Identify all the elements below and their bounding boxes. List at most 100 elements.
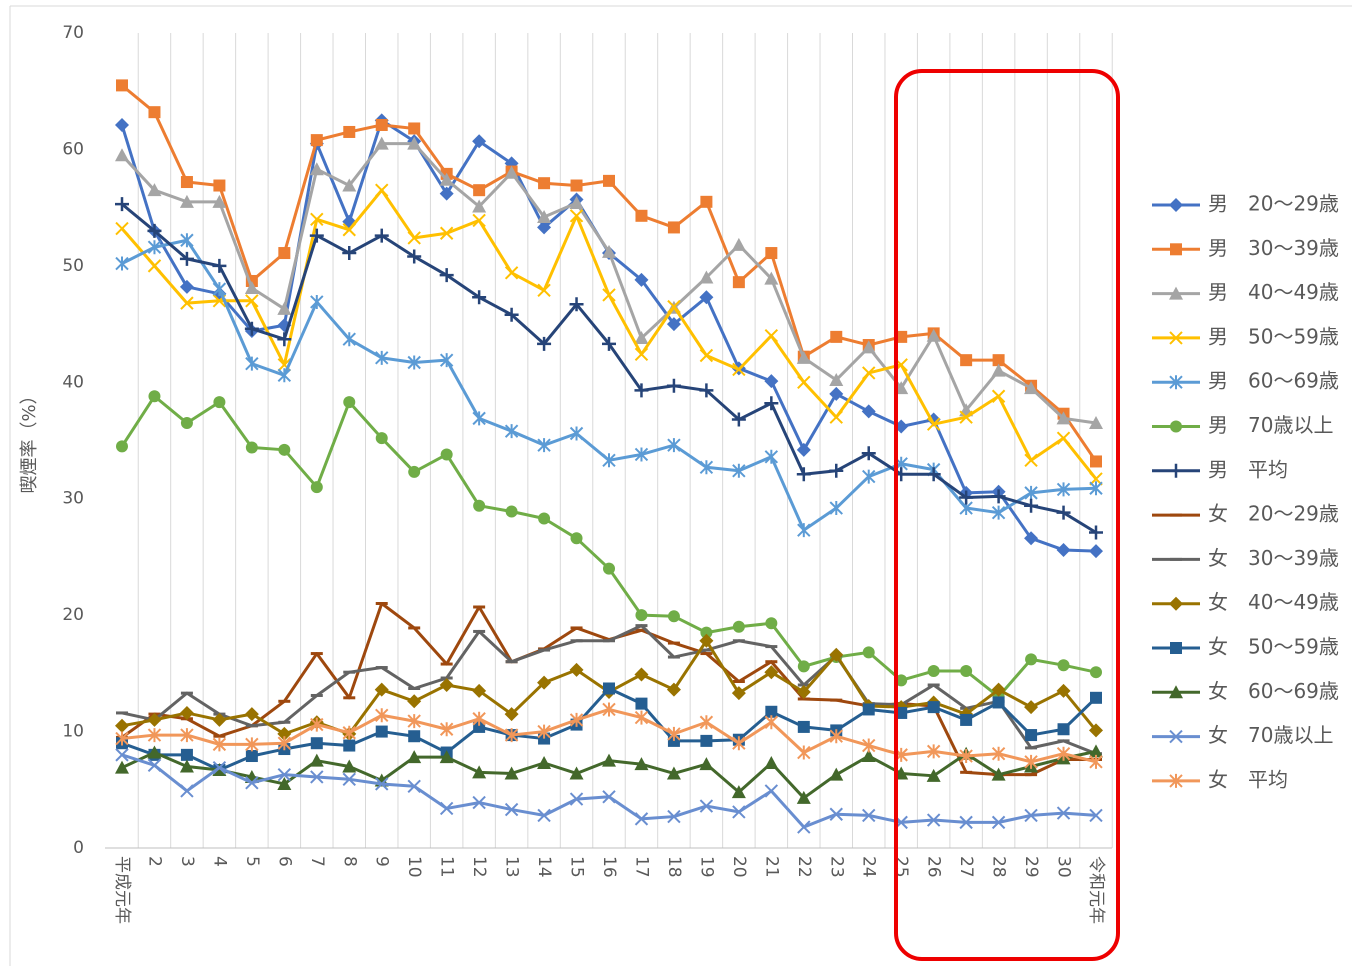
marker — [244, 280, 259, 294]
y-tick-label: 50 — [62, 256, 84, 276]
marker — [1024, 531, 1039, 546]
legend-marker — [1169, 375, 1183, 390]
x-tick-label: 24 — [859, 856, 879, 878]
marker — [342, 725, 356, 740]
marker — [212, 737, 227, 752]
marker — [829, 372, 844, 386]
marker — [375, 183, 389, 197]
marker — [212, 760, 227, 775]
legend-marker — [1169, 331, 1183, 345]
marker — [991, 389, 1006, 403]
marker — [148, 106, 161, 119]
marker — [926, 417, 941, 431]
x-tick-label: 26 — [924, 856, 944, 878]
marker — [699, 460, 714, 475]
marker — [667, 726, 681, 741]
marker — [699, 270, 714, 284]
x-tick-label: 28 — [989, 856, 1009, 878]
marker — [472, 134, 487, 149]
x-tick-label: 13 — [502, 856, 522, 878]
marker — [797, 720, 810, 733]
marker — [309, 753, 324, 767]
marker — [147, 745, 162, 759]
marker — [115, 256, 129, 271]
marker — [959, 815, 973, 830]
marker — [699, 715, 714, 730]
x-tick-label: 22 — [794, 856, 814, 878]
marker — [764, 329, 779, 343]
marker — [342, 246, 357, 261]
marker — [310, 770, 324, 784]
marker — [115, 748, 129, 762]
marker — [374, 682, 389, 697]
marker — [277, 368, 292, 383]
marker — [796, 467, 811, 482]
marker — [862, 646, 875, 659]
marker — [1056, 542, 1071, 557]
marker — [245, 737, 259, 752]
marker — [699, 383, 714, 398]
marker — [1025, 653, 1038, 666]
marker — [1025, 729, 1038, 742]
marker — [472, 213, 486, 228]
marker — [1057, 723, 1070, 736]
marker — [700, 626, 713, 639]
x-tick-label: 8 — [339, 856, 359, 867]
legend-label: 男 70歳以上 — [1208, 413, 1333, 437]
marker — [1089, 808, 1103, 823]
marker — [407, 136, 422, 150]
marker — [375, 725, 388, 738]
marker — [861, 446, 876, 461]
marker — [667, 809, 681, 824]
marker — [375, 118, 388, 131]
x-tick-label: 令和元年 — [1086, 856, 1106, 924]
marker — [1089, 544, 1103, 559]
marker — [602, 790, 616, 804]
marker — [700, 195, 713, 208]
marker — [1024, 808, 1038, 823]
marker — [179, 705, 194, 720]
marker — [732, 736, 746, 751]
marker — [147, 259, 162, 273]
marker — [407, 355, 421, 370]
marker — [537, 336, 552, 351]
x-tick-label: 19 — [696, 856, 716, 878]
y-tick-label: 70 — [62, 23, 84, 43]
marker — [342, 772, 356, 787]
marker — [796, 442, 811, 457]
marker — [666, 682, 681, 697]
marker — [634, 272, 649, 287]
marker — [310, 717, 324, 732]
marker — [829, 647, 844, 662]
legend-marker — [1169, 596, 1183, 611]
marker — [343, 125, 356, 138]
marker — [147, 758, 162, 773]
marker — [180, 296, 194, 310]
marker — [1024, 700, 1039, 715]
marker — [829, 463, 844, 478]
marker — [179, 759, 194, 773]
marker — [310, 737, 323, 750]
marker — [439, 722, 454, 737]
marker — [1056, 746, 1071, 761]
marker — [472, 199, 487, 213]
legend-marker — [1169, 729, 1183, 744]
marker — [569, 426, 584, 441]
marker — [765, 247, 778, 260]
marker — [212, 194, 227, 208]
marker — [439, 678, 454, 692]
legend-marker — [1169, 198, 1183, 212]
marker — [116, 79, 128, 92]
x-tick-label: 3 — [177, 856, 197, 867]
marker — [829, 410, 843, 424]
marker — [278, 443, 291, 456]
marker — [731, 237, 746, 251]
marker — [180, 748, 193, 761]
x-tick-label: 29 — [1021, 856, 1041, 878]
legend-label: 女 20～29歳 — [1208, 502, 1339, 526]
marker — [147, 223, 162, 238]
x-tick-label: 6 — [274, 856, 294, 867]
marker — [765, 617, 778, 630]
marker — [472, 411, 486, 426]
marker — [797, 820, 811, 834]
